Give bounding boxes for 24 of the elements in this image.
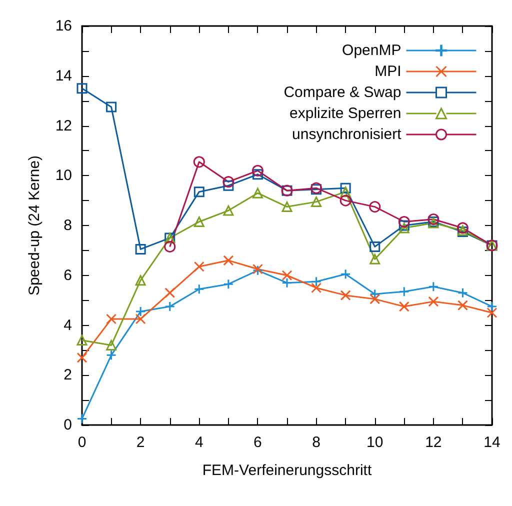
x-tick-label: 12 [425,434,442,451]
x-tick-label: 8 [312,434,320,451]
legend-label: unsynchronisiert [292,126,402,143]
y-tick-label: 2 [64,366,72,384]
y-tick-label: 6 [64,266,72,284]
y-axis-title: Speed-up (24 Kerne) [26,155,43,296]
y-tick-label: 12 [55,117,72,134]
y-tick-label: 10 [55,167,72,184]
y-tick-label: 8 [64,217,72,234]
x-tick-label: 4 [194,434,204,451]
y-tick-label: 0 [64,416,72,434]
y-tick-label: 4 [64,316,72,334]
legend-label: OpenMP [342,42,402,59]
x-tick-label: 0 [78,434,86,451]
y-tick-label: 14 [55,67,72,84]
legend-label: explizite Sperren [290,105,402,122]
x-tick-label: 14 [484,434,500,451]
y-tick-label: 16 [55,18,72,34]
x-axis-title: FEM-Verfeinerungsschritt [202,462,372,479]
x-tick-label: 10 [366,434,384,451]
legend-label: MPI [374,63,402,80]
x-tick-label: 2 [136,434,145,451]
x-tick-label: 6 [254,434,262,451]
legend-label: Compare & Swap [284,84,402,101]
